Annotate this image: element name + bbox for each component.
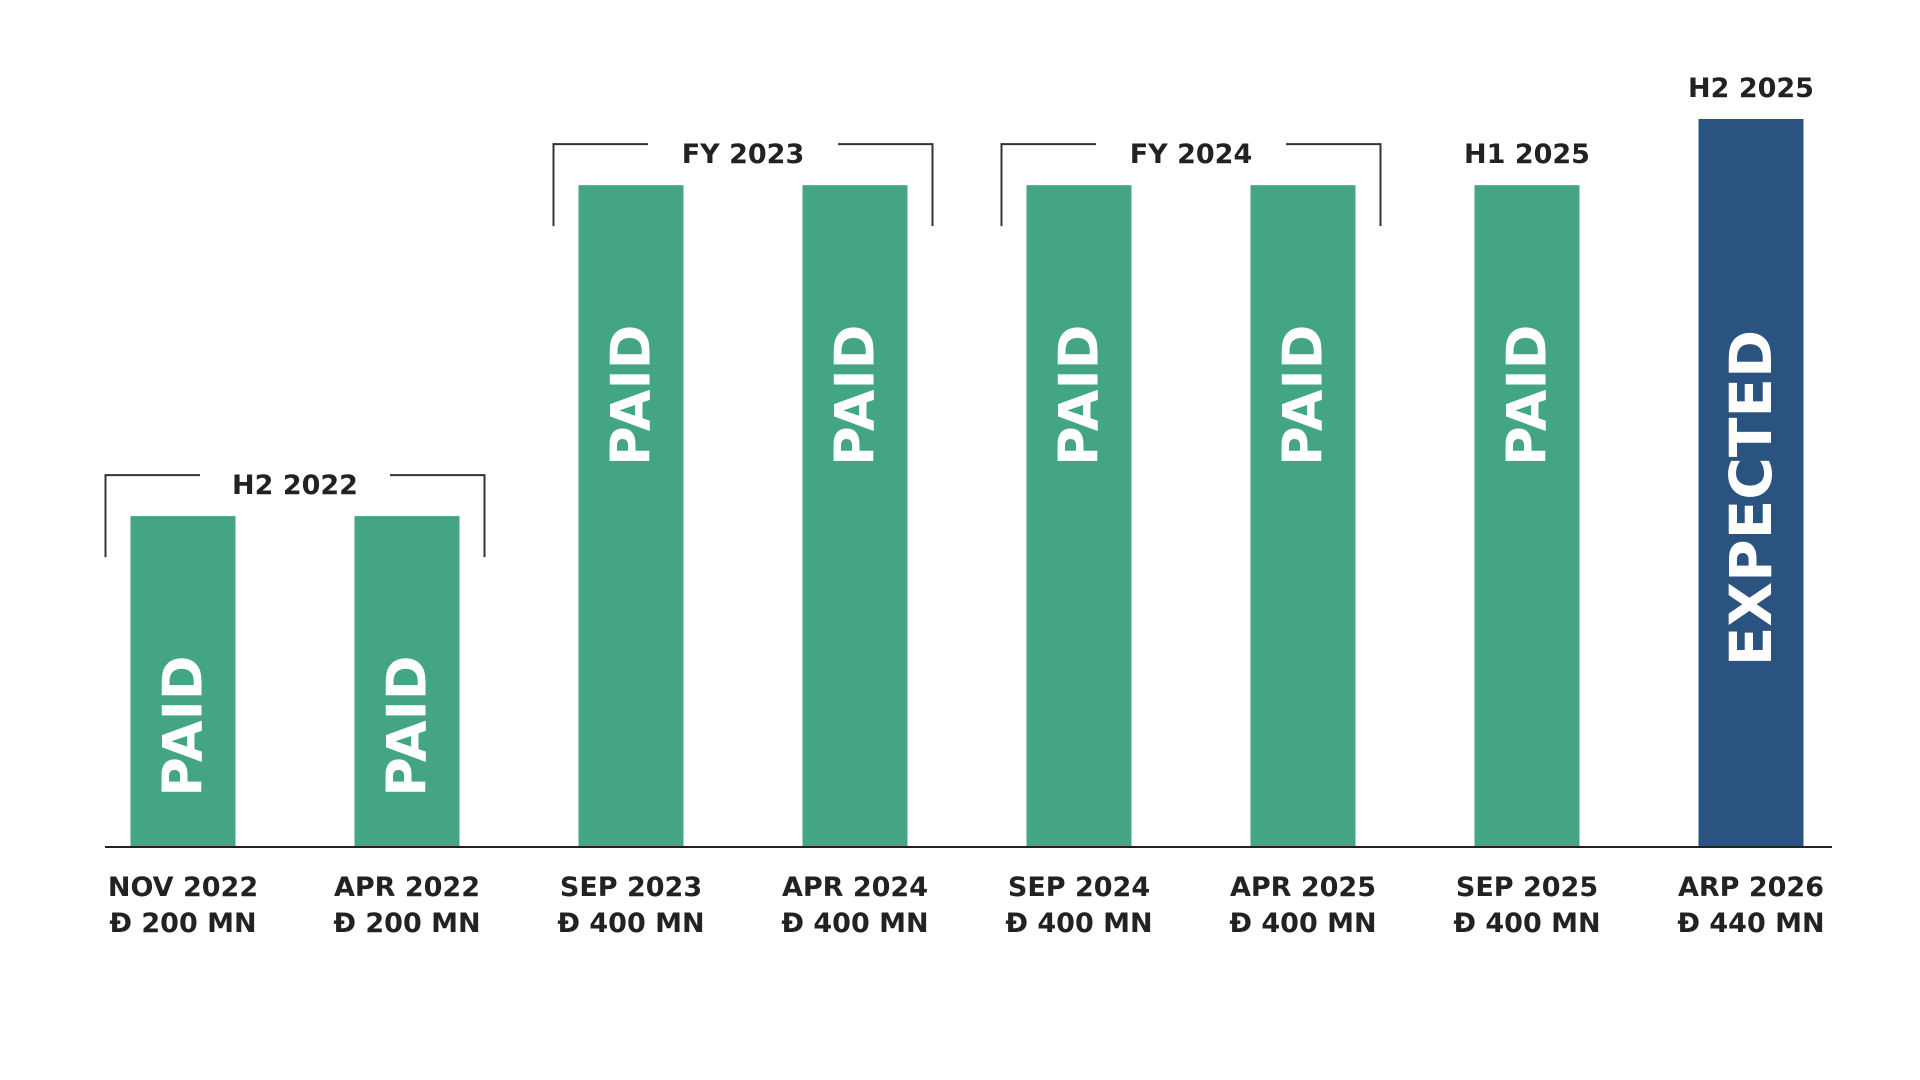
group-label: H1 2025 [1464, 139, 1590, 170]
amount-label: Đ 400 MN [1005, 908, 1152, 939]
bar-2 [354, 516, 460, 847]
amount-label: Đ 400 MN [781, 908, 928, 939]
group-bracket-left [552, 143, 648, 227]
bar-status-label: PAID [600, 325, 663, 466]
x-tick-label: SEP 2025 [1456, 872, 1598, 903]
group-bracket-left [104, 474, 200, 558]
x-tick-label: SEP 2024 [1008, 872, 1150, 903]
x-tick-label: APR 2024 [782, 872, 928, 903]
amount-label: Đ 200 MN [333, 908, 480, 939]
amount-label: Đ 400 MN [557, 908, 704, 939]
bar-status-label: PAID [376, 655, 439, 796]
bar-status-label: PAID [1272, 325, 1335, 466]
bar-4 [802, 185, 908, 847]
group-bracket-right [838, 143, 934, 227]
bar-3 [578, 185, 684, 847]
bar-status-label: PAID [152, 655, 215, 796]
amount-label: Đ 400 MN [1453, 908, 1600, 939]
x-tick-label: SEP 2023 [560, 872, 702, 903]
group-label: H2 2025 [1688, 73, 1814, 104]
bar-status-label: EXPECTED [1717, 330, 1785, 666]
bar-status-label: PAID [824, 325, 887, 466]
group-bracket-left [1000, 143, 1096, 227]
bar-6 [1250, 185, 1356, 847]
amount-label: Đ 440 MN [1677, 908, 1824, 939]
bar-5 [1026, 185, 1132, 847]
group-label: H2 2022 [232, 470, 358, 501]
x-tick-label: NOV 2022 [108, 872, 258, 903]
x-tick-label: APR 2022 [334, 872, 480, 903]
x-tick-label: APR 2025 [1230, 872, 1376, 903]
bar-status-label: PAID [1048, 325, 1111, 466]
amount-label: Đ 400 MN [1229, 908, 1376, 939]
amount-label: Đ 200 MN [109, 908, 256, 939]
group-label: FY 2024 [1130, 139, 1253, 170]
group-bracket-right [390, 474, 486, 558]
bar-status-label: PAID [1496, 325, 1559, 466]
bar-1 [130, 516, 236, 847]
x-tick-label: ARP 2026 [1678, 872, 1824, 903]
group-bracket-right [1286, 143, 1382, 227]
group-label: FY 2023 [682, 139, 805, 170]
bar-7 [1474, 185, 1580, 847]
bar-8 [1698, 119, 1804, 847]
